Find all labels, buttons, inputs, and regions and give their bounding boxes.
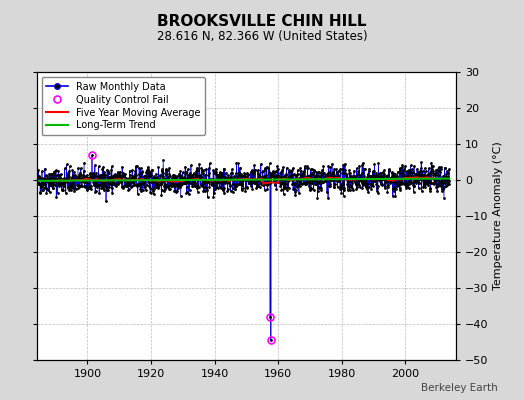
- Text: Berkeley Earth: Berkeley Earth: [421, 383, 498, 393]
- Y-axis label: Temperature Anomaly (°C): Temperature Anomaly (°C): [493, 142, 503, 290]
- Legend: Raw Monthly Data, Quality Control Fail, Five Year Moving Average, Long-Term Tren: Raw Monthly Data, Quality Control Fail, …: [41, 77, 205, 135]
- Text: 28.616 N, 82.366 W (United States): 28.616 N, 82.366 W (United States): [157, 30, 367, 43]
- Text: BROOKSVILLE CHIN HILL: BROOKSVILLE CHIN HILL: [157, 14, 367, 29]
